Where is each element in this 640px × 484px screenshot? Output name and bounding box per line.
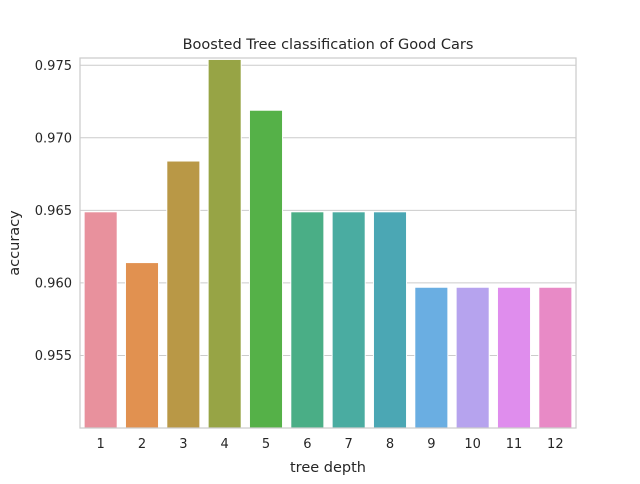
bar-depth-11: [496, 286, 532, 429]
chart-title: Boosted Tree classification of Good Cars: [183, 37, 474, 53]
bar-depth-12: [538, 286, 573, 429]
y-tick-labels: 0.955 0.960 0.965 0.970 0.975: [35, 59, 72, 364]
y-axis-label: accuracy: [7, 210, 23, 276]
x-tick-label: 1: [97, 437, 105, 452]
x-tick-labels: 1 2 3 4 5 6 7 8 9 10 11 12: [97, 437, 564, 452]
bar-depth-2: [124, 262, 160, 429]
bar-depth-6: [290, 211, 325, 429]
x-tick-label: 12: [547, 437, 564, 452]
x-tick-label: 3: [179, 437, 187, 452]
y-tick-label: 0.965: [35, 204, 72, 219]
x-tick-label: 8: [386, 437, 394, 452]
x-tick-label: 7: [345, 437, 353, 452]
bar-depth-4: [207, 58, 242, 429]
bar-depth-5: [248, 109, 284, 429]
x-tick-label: 10: [464, 437, 481, 452]
bar-depth-10: [455, 286, 490, 429]
gridlines: [80, 64, 576, 356]
plot-frame: [79, 57, 577, 429]
y-tick-label: 0.955: [35, 349, 72, 364]
x-tick-label: 2: [138, 437, 146, 452]
bar-depth-9: [414, 286, 449, 429]
bars: [83, 58, 573, 429]
bar-depth-8: [372, 211, 408, 429]
plot-area: [80, 58, 576, 428]
bar-depth-7: [331, 211, 366, 429]
x-tick-label: 6: [303, 437, 311, 452]
y-tick-label: 0.975: [35, 59, 72, 74]
x-axis-label: tree depth: [290, 460, 366, 476]
x-tick-label: 4: [221, 437, 229, 452]
bar-depth-3: [166, 160, 201, 429]
y-tick-label: 0.970: [35, 131, 72, 146]
y-tick-label: 0.960: [35, 276, 72, 291]
bar-depth-1: [83, 211, 118, 429]
x-tick-label: 9: [427, 437, 435, 452]
x-tick-label: 11: [506, 437, 523, 452]
x-tick-label: 5: [262, 437, 270, 452]
